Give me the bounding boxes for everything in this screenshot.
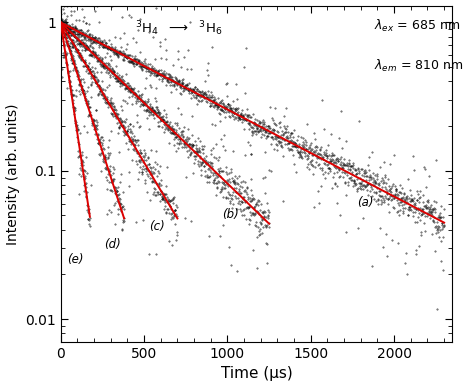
Text: (b): (b) [222,208,239,221]
Text: (a): (a) [357,196,374,209]
Text: $\lambda_{ex}$ = 685 nm: $\lambda_{ex}$ = 685 nm [374,18,460,34]
X-axis label: Time (μs): Time (μs) [221,366,292,382]
Text: (d): (d) [104,238,121,251]
Text: (c): (c) [149,220,165,233]
Text: (e): (e) [67,253,83,265]
Y-axis label: Intensity (arb. units): Intensity (arb. units) [6,103,19,245]
Text: $\lambda_{em}$ = 810 nm: $\lambda_{em}$ = 810 nm [374,58,464,74]
Text: $^3$H$_4$  $\longrightarrow$  $^3$H$_6$: $^3$H$_4$ $\longrightarrow$ $^3$H$_6$ [135,20,222,38]
